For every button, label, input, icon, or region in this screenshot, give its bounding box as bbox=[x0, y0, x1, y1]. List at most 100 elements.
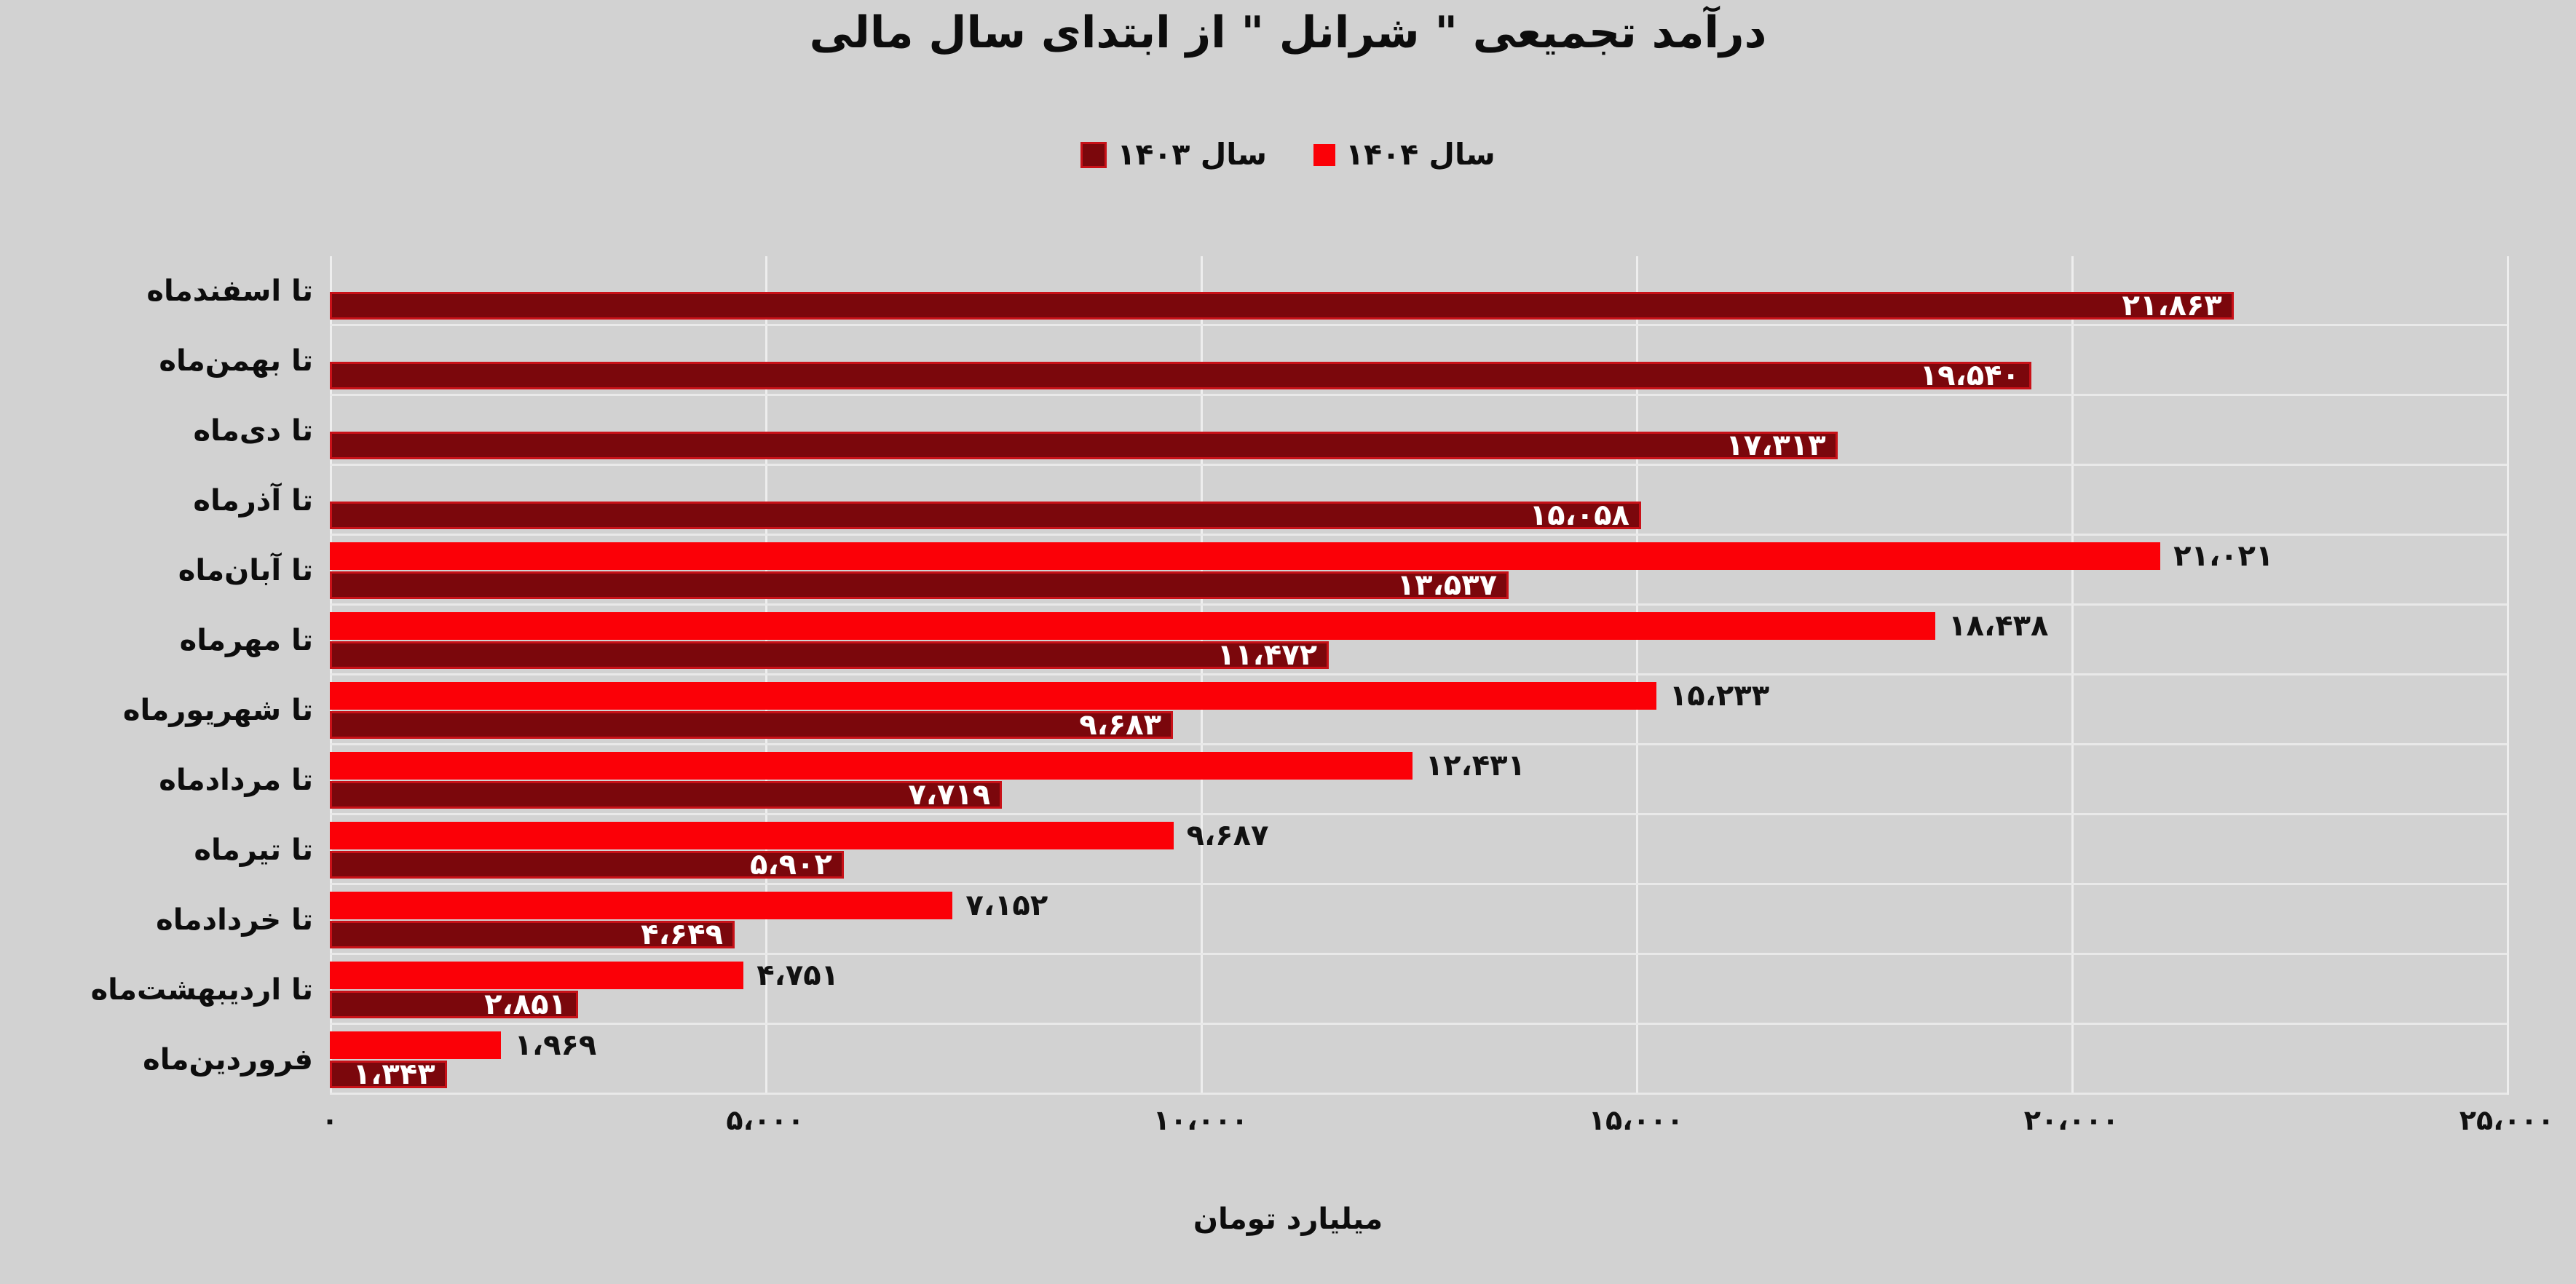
y-axis-category-label: تا بهمن‌ماه bbox=[159, 344, 313, 378]
bar-value-label: ۵،۹۰۲ bbox=[750, 848, 832, 881]
x-axis-tick-label: ۱۰،۰۰۰ bbox=[1153, 1104, 1249, 1136]
bar-y1404[interactable] bbox=[330, 752, 1413, 780]
gridline bbox=[1201, 256, 1203, 1095]
y-axis-category-label: تا اسفندماه bbox=[146, 274, 313, 308]
chart-row: ۴،۷۵۱ ۲،۸۵۱ bbox=[330, 955, 2507, 1025]
row-separator bbox=[330, 394, 2507, 396]
chart-row: ۹،۶۸۷ ۵،۹۰۲ bbox=[330, 815, 2507, 885]
bar-value-label: ۲۱،۰۲۱ bbox=[2173, 539, 2274, 573]
y-axis-category-label: تا مهرماه bbox=[179, 624, 313, 657]
bar-y1404[interactable] bbox=[330, 962, 744, 989]
bar-y1403[interactable] bbox=[330, 571, 1509, 599]
bar-value-label: ۱۷،۳۱۳ bbox=[1726, 429, 1826, 462]
chart-row: ۱۵،۰۵۸ bbox=[330, 466, 2507, 536]
bar-y1403[interactable] bbox=[330, 781, 1003, 809]
bar-value-label: ۱۱،۴۷۲ bbox=[1217, 638, 1318, 672]
row-separator bbox=[330, 673, 2507, 675]
legend-item-y1403[interactable]: سال ۱۴۰۳ bbox=[1080, 140, 1267, 170]
bar-value-label: ۲،۸۵۱ bbox=[484, 988, 566, 1021]
gridline bbox=[2507, 256, 2509, 1095]
bar-y1403[interactable] bbox=[330, 292, 2234, 320]
chart-row: ۱۵،۲۳۳ ۹،۶۸۳ bbox=[330, 675, 2507, 745]
plot-area: ۱،۹۶۹ ۱،۳۴۳ ۴،۷۵۱ ۲،۸۵۱ ۷،۱۵۲ ۴،۶۴۹ ۹،۶۸۷ ۵،۹۰۲… bbox=[330, 256, 2509, 1095]
y-axis-category-label: تا آذرماه bbox=[193, 484, 313, 518]
bar-value-label: ۴،۶۴۹ bbox=[641, 918, 724, 951]
legend-label: سال ۱۴۰۳ bbox=[1117, 137, 1267, 172]
chart-row: ۲۱،۰۲۱ ۱۳،۵۳۷ bbox=[330, 536, 2507, 606]
x-axis-tick-label: ۲۰،۰۰۰ bbox=[2023, 1104, 2119, 1136]
x-axis-title: میلیارد تومان bbox=[1193, 1202, 1383, 1236]
bar-value-label: ۷،۷۱۹ bbox=[908, 778, 991, 812]
gridline bbox=[330, 256, 332, 1095]
row-separator bbox=[330, 603, 2507, 606]
chart-row: ۷،۱۵۲ ۴،۶۴۹ bbox=[330, 885, 2507, 955]
chart-row: ۲۱،۸۶۳ bbox=[330, 256, 2507, 326]
gridline bbox=[2071, 256, 2074, 1095]
bar-value-label: ۲۱،۸۶۳ bbox=[2122, 289, 2222, 322]
bar-value-label: ۴،۷۵۱ bbox=[756, 959, 839, 992]
row-separator bbox=[330, 743, 2507, 745]
y-axis-category-label: تا آبان‌ماه bbox=[178, 554, 313, 587]
bar-y1404[interactable] bbox=[330, 822, 1174, 849]
y-axis-category-label: تا شهریورماه bbox=[122, 694, 313, 727]
row-separator bbox=[330, 953, 2507, 955]
chart-row: ۱۸،۴۳۸ ۱۱،۴۷۲ bbox=[330, 606, 2507, 675]
row-separator bbox=[330, 1093, 2507, 1095]
bar-y1403[interactable] bbox=[330, 432, 1838, 459]
bar-y1404[interactable] bbox=[330, 612, 1936, 640]
bar-value-label: ۱۳،۵۳۷ bbox=[1396, 568, 1498, 602]
bar-y1403[interactable] bbox=[330, 502, 1641, 529]
bar-value-label: ۱۵،۰۵۸ bbox=[1529, 499, 1629, 532]
bar-y1403[interactable] bbox=[330, 921, 735, 948]
legend-item-y1404[interactable]: سال ۱۴۰۴ bbox=[1313, 140, 1496, 170]
row-separator bbox=[330, 883, 2507, 885]
chart-legend: سال ۱۴۰۴ سال ۱۴۰۳ bbox=[0, 140, 2576, 170]
bar-value-label: ۹،۶۸۷ bbox=[1186, 819, 1269, 852]
bar-value-label: ۷،۱۵۲ bbox=[965, 889, 1048, 922]
row-separator bbox=[330, 324, 2507, 326]
bar-value-label: ۱،۹۶۹ bbox=[514, 1029, 597, 1062]
bar-y1403[interactable] bbox=[330, 362, 2031, 389]
legend-label: سال ۱۴۰۴ bbox=[1346, 137, 1496, 172]
bar-y1404[interactable] bbox=[330, 1031, 502, 1059]
x-axis-tick-label: ۲۵،۰۰۰ bbox=[2459, 1104, 2555, 1136]
row-separator bbox=[330, 534, 2507, 536]
y-axis-category-label: فروردین‌ماه bbox=[143, 1043, 313, 1077]
bar-value-label: ۹،۶۸۳ bbox=[1079, 708, 1162, 742]
bar-value-label: ۱،۳۴۳ bbox=[352, 1058, 435, 1091]
legend-swatch-icon bbox=[1080, 141, 1107, 168]
x-axis-ticks: ۰ ۵،۰۰۰ ۱۰،۰۰۰ ۱۵،۰۰۰ ۲۰،۰۰۰ ۲۵،۰۰۰ bbox=[321, 1104, 2554, 1157]
chart-row: ۱۹،۵۴۰ bbox=[330, 326, 2507, 396]
x-axis-tick-label: ۰ bbox=[321, 1104, 339, 1136]
y-axis-labels: فروردین‌ماه تا اردیبهشت‌ماه تا خردادماه تا … bbox=[0, 256, 313, 1095]
bar-y1403[interactable] bbox=[330, 641, 1330, 669]
bar-value-label: ۱۲،۴۳۱ bbox=[1425, 749, 1525, 782]
x-axis-tick-label: ۵،۰۰۰ bbox=[726, 1104, 805, 1136]
bar-y1404[interactable] bbox=[330, 682, 1656, 710]
chart-row: ۱،۹۶۹ ۱،۳۴۳ bbox=[330, 1025, 2507, 1095]
bar-value-label: ۱۹،۵۴۰ bbox=[1919, 359, 2020, 392]
row-separator bbox=[330, 813, 2507, 815]
gridline bbox=[1636, 256, 1638, 1095]
chart-row: ۱۲،۴۳۱ ۷،۷۱۹ bbox=[330, 745, 2507, 815]
bar-value-label: ۱۵،۲۳۳ bbox=[1669, 679, 1770, 713]
legend-swatch-icon bbox=[1313, 143, 1335, 166]
bar-y1403[interactable] bbox=[330, 711, 1174, 739]
x-axis-tick-label: ۱۵،۰۰۰ bbox=[1588, 1104, 1684, 1136]
y-axis-category-label: تا اردیبهشت‌ماه bbox=[90, 973, 313, 1007]
chart-row: ۱۷،۳۱۳ bbox=[330, 396, 2507, 466]
y-axis-category-label: تا دی‌ماه bbox=[193, 414, 313, 448]
bar-y1404[interactable] bbox=[330, 542, 2161, 570]
y-axis-category-label: تا خردادماه bbox=[156, 903, 313, 937]
gridline bbox=[765, 256, 767, 1095]
row-separator bbox=[330, 464, 2507, 466]
row-separator bbox=[330, 1023, 2507, 1025]
page-title: درآمد تجمیعی " شرانل " از ابتدای سال مال… bbox=[809, 7, 1767, 58]
bar-y1404[interactable] bbox=[330, 892, 953, 919]
y-axis-category-label: تا تیرماه bbox=[194, 833, 313, 867]
bar-value-label: ۱۸،۴۳۸ bbox=[1948, 609, 2049, 643]
bar-y1403[interactable] bbox=[330, 991, 578, 1018]
bar-y1403[interactable] bbox=[330, 851, 844, 879]
bar-y1403[interactable] bbox=[330, 1061, 447, 1088]
